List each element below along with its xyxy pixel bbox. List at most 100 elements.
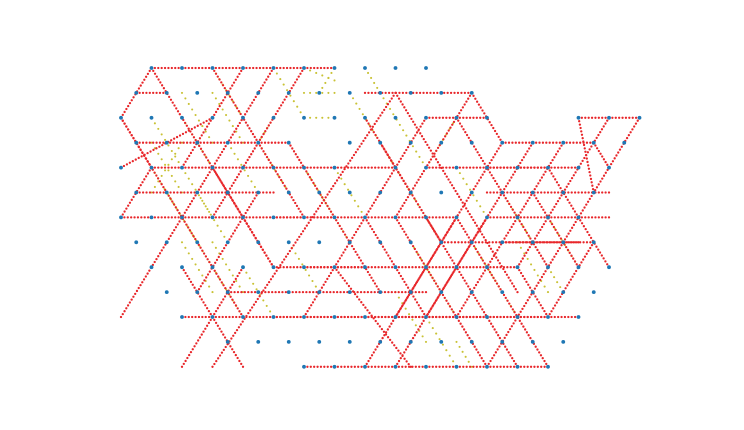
lattice-node xyxy=(363,315,367,319)
secondary-edge xyxy=(302,66,336,82)
primary-edge xyxy=(516,266,550,319)
lattice-node xyxy=(180,265,184,270)
secondary-edge xyxy=(363,66,382,94)
secondary-edge xyxy=(516,241,550,294)
primary-edge xyxy=(150,166,397,169)
lattice-node xyxy=(286,240,291,245)
lattice-node xyxy=(378,240,383,245)
lattice-node xyxy=(180,315,184,319)
lattice-node xyxy=(286,91,291,95)
primary-edge xyxy=(180,266,245,368)
lattice-node xyxy=(576,165,581,170)
lattice-node xyxy=(591,240,596,245)
lattice-node xyxy=(469,140,474,145)
lattice-node xyxy=(317,190,322,195)
lattice-node xyxy=(241,115,245,120)
lattice-node xyxy=(317,340,322,344)
lattice-node xyxy=(271,165,276,170)
lattice-node xyxy=(271,66,276,70)
secondary-edge xyxy=(546,266,565,294)
lattice-node xyxy=(241,265,245,270)
lattice-node xyxy=(347,340,352,344)
secondary-edge xyxy=(379,91,428,169)
lattice-node xyxy=(515,315,520,319)
lattice-node xyxy=(607,115,611,120)
secondary-edge xyxy=(302,91,336,94)
lattice-node xyxy=(363,265,367,270)
lattice-node xyxy=(210,265,215,270)
lattice-node xyxy=(317,290,322,294)
lattice-node xyxy=(302,364,306,369)
lattice-node xyxy=(424,215,428,220)
lattice-node xyxy=(347,140,352,145)
lattice-node xyxy=(134,140,139,145)
lattice-node xyxy=(546,215,550,220)
primary-edge xyxy=(424,166,580,169)
lattice-node xyxy=(210,165,215,170)
secondary-edge xyxy=(211,241,245,294)
lattice-node xyxy=(271,215,276,220)
lattice-node xyxy=(332,115,337,120)
lattice-node xyxy=(256,91,261,95)
primary-edge xyxy=(363,216,458,368)
lattice-node xyxy=(500,190,505,195)
lattice-node xyxy=(180,165,184,170)
lattice-node xyxy=(485,165,489,170)
lattice-node-layer xyxy=(119,66,642,369)
lattice-node xyxy=(469,190,474,195)
lattice-node xyxy=(591,190,596,195)
lattice-node xyxy=(180,215,184,220)
lattice-node xyxy=(485,215,489,220)
lattice-node xyxy=(256,190,261,195)
lattice-node xyxy=(439,340,444,344)
lattice-node xyxy=(347,290,352,294)
primary-edge xyxy=(394,91,519,294)
lattice-node xyxy=(225,290,230,294)
lattice-node xyxy=(225,340,230,344)
lattice-node xyxy=(576,315,581,319)
secondary-edge xyxy=(455,340,473,368)
lattice-node xyxy=(149,66,154,70)
lattice-node xyxy=(164,240,169,245)
lattice-node xyxy=(363,215,367,220)
lattice-node xyxy=(286,290,291,294)
lattice-node xyxy=(286,340,291,344)
lattice-node xyxy=(454,315,459,319)
lattice-node xyxy=(164,190,169,195)
lattice-node xyxy=(378,140,383,145)
lattice-node xyxy=(332,364,337,369)
secondary-edge xyxy=(318,66,336,94)
lattice-node xyxy=(210,315,215,319)
lattice-node xyxy=(424,165,428,170)
lattice-node xyxy=(485,364,489,369)
lattice-node xyxy=(225,190,230,195)
lattice-node xyxy=(225,240,230,245)
lattice-node xyxy=(256,340,261,344)
lattice-node xyxy=(241,215,245,220)
lattice-node xyxy=(591,140,596,145)
lattice-node xyxy=(637,115,642,120)
lattice-node xyxy=(561,340,566,344)
lattice-node xyxy=(408,91,413,95)
lattice-node xyxy=(469,240,474,245)
primary-edge xyxy=(592,141,611,169)
lattice-node xyxy=(515,265,520,270)
lattice-node xyxy=(469,91,474,95)
lattice-node xyxy=(119,165,123,170)
lattice-node xyxy=(164,91,169,95)
lattice-node xyxy=(607,265,611,270)
lattice-node xyxy=(347,190,352,195)
lattice-node xyxy=(393,165,398,170)
lattice-node xyxy=(530,340,535,344)
lattice-node xyxy=(363,115,367,120)
lattice-node xyxy=(347,91,352,95)
lattice-node xyxy=(241,165,245,170)
lattice-node xyxy=(210,66,215,70)
lattice-node xyxy=(164,290,169,294)
lattice-node xyxy=(195,140,200,145)
secondary-edge xyxy=(302,116,336,119)
lattice-node xyxy=(607,165,611,170)
lattice-node xyxy=(469,340,474,344)
lattice-node xyxy=(530,240,535,245)
